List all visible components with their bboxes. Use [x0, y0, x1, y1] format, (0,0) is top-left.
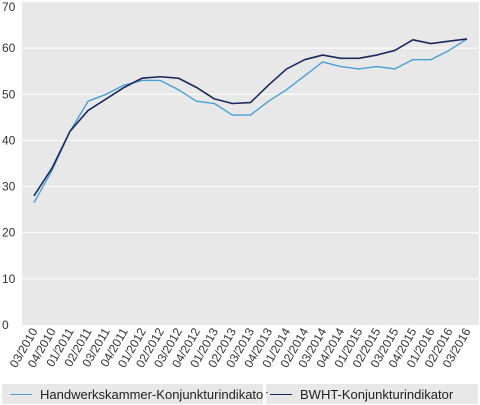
y-tick-label: 30 — [2, 180, 16, 194]
legend: Handwerkskammer-Konjunkturindikator BWHT… — [2, 384, 478, 404]
y-tick-label: 10 — [2, 272, 16, 286]
plot-area — [22, 2, 479, 325]
legend-separator — [263, 384, 266, 404]
y-tick-label: 0 — [2, 318, 9, 332]
y-tick-label: 20 — [2, 226, 16, 240]
series-lines — [33, 38, 468, 204]
legend-item-bwht: BWHT-Konjunkturindikator — [270, 384, 453, 404]
legend-item-handwerkskammer: Handwerkskammer-Konjunkturindikator — [10, 384, 268, 404]
y-axis-ticks: 0 10 20 30 40 50 60 70 — [2, 0, 16, 332]
legend-swatch-bwht — [270, 393, 292, 395]
legend-label-handwerkskammer: Handwerkskammer-Konjunkturindikator — [40, 386, 268, 402]
y-tick-label: 40 — [2, 133, 16, 147]
y-tick-label: 60 — [2, 41, 16, 55]
y-tick-label: 70 — [2, 0, 16, 14]
y-tick-label: 50 — [2, 87, 16, 101]
legend-swatch-handwerkskammer — [10, 393, 32, 395]
series-line-bwht — [33, 38, 468, 197]
gridlines — [22, 47, 479, 280]
series-line-handwerkskammer — [33, 38, 468, 204]
legend-label-bwht: BWHT-Konjunkturindikator — [300, 386, 454, 402]
x-axis-ticks: 03/201004/201001/201102/201103/201104/20… — [7, 325, 474, 370]
